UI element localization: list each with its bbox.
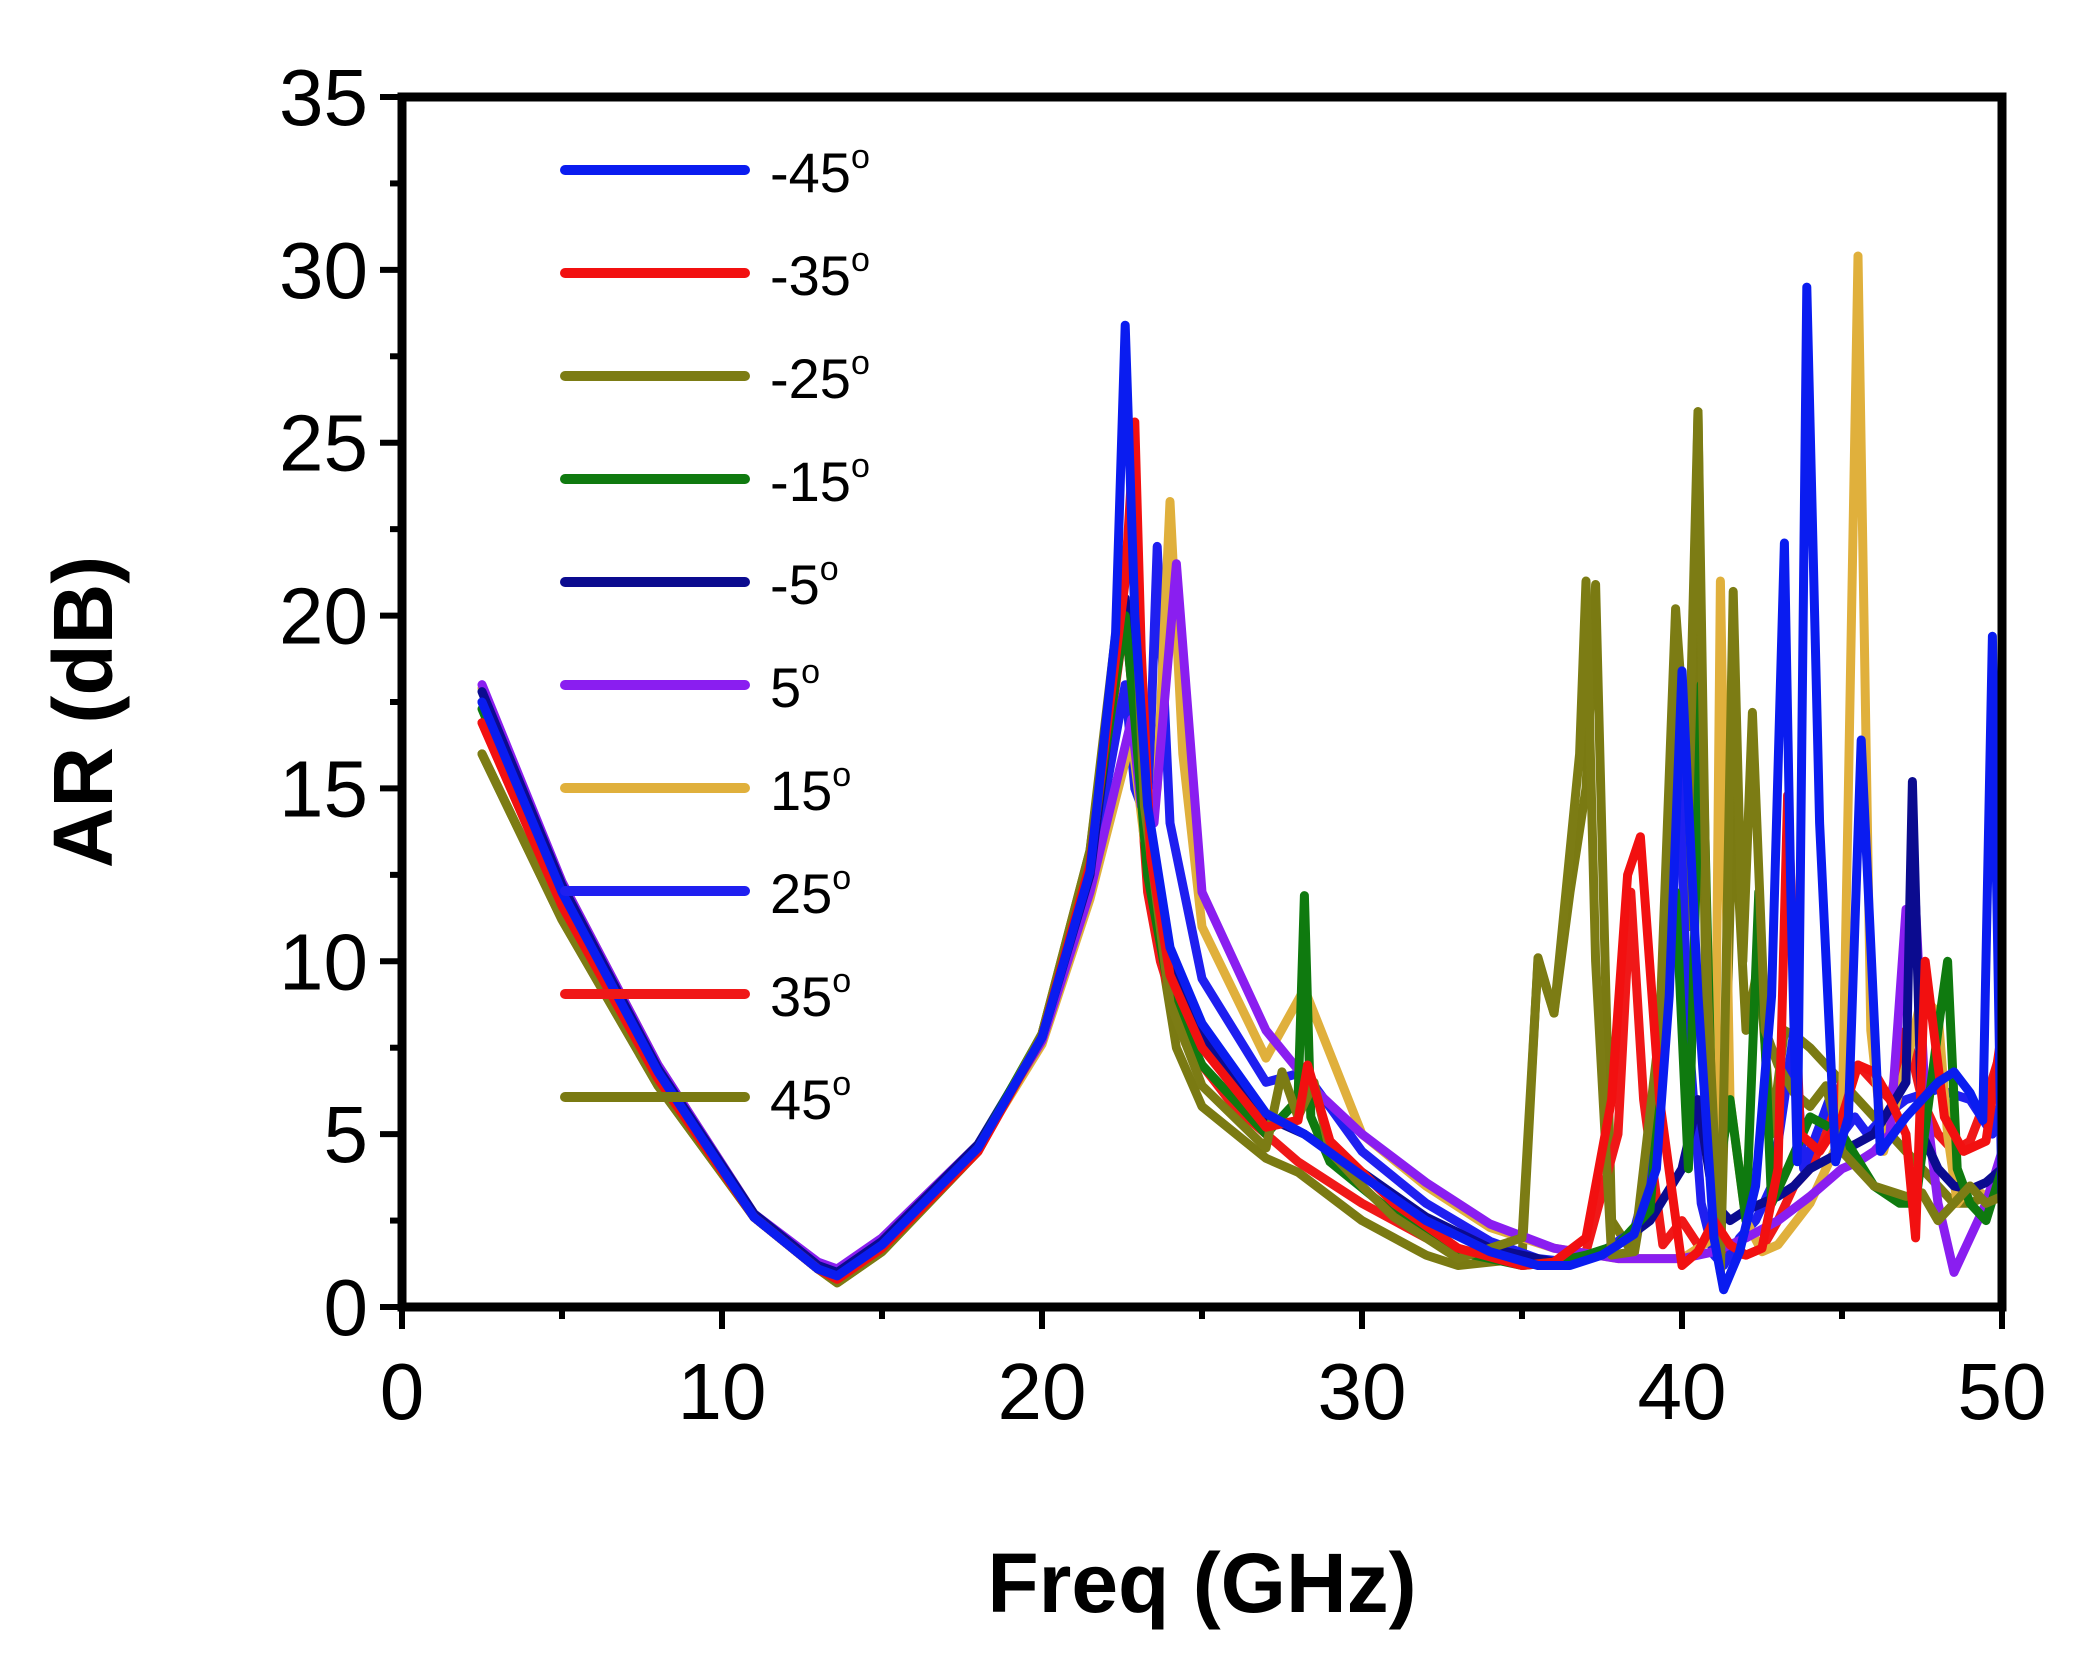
x-tick-label: 10 <box>678 1347 767 1436</box>
legend-label: -45o <box>770 138 870 204</box>
legend-item-25: 25o <box>560 859 851 925</box>
axis-ticks <box>380 94 2005 1329</box>
legend-item--5: -5o <box>560 550 839 616</box>
y-tick-label: 0 <box>324 1263 369 1352</box>
legend-label: 15o <box>770 756 851 822</box>
y-axis-title: AR (dB) <box>36 556 130 869</box>
series-layer <box>477 251 2002 1295</box>
y-tick-label: 15 <box>279 744 368 833</box>
legend-item-45: 45o <box>560 1065 851 1131</box>
legend-label: -5o <box>770 550 839 616</box>
y-tick-label: 25 <box>279 399 368 488</box>
legend-item-5: 5o <box>560 653 820 719</box>
legend-item--25: -25o <box>560 344 870 410</box>
x-tick-label: 50 <box>1958 1347 2047 1436</box>
x-tick-label: 0 <box>380 1347 425 1436</box>
legend-label: -15o <box>770 447 870 513</box>
x-tick-label: 30 <box>1318 1347 1407 1436</box>
y-tick-label: 30 <box>279 226 368 315</box>
y-tick-label: 20 <box>279 572 368 661</box>
y-tick-label: 10 <box>279 917 368 1006</box>
y-tick-label: 5 <box>324 1090 369 1179</box>
x-axis-title: Freq (GHz) <box>987 1536 1416 1630</box>
x-tick-label: 20 <box>998 1347 1087 1436</box>
legend-label: -35o <box>770 241 870 307</box>
legend-item--45: -45o <box>560 138 870 204</box>
legend: -45o -35o -25o -15o -5o 5o 15o 25o 35o 45o <box>560 138 870 1131</box>
y-tick-label: 35 <box>279 53 368 142</box>
series-line--45 <box>477 282 2002 1295</box>
legend-item--35: -35o <box>560 241 870 307</box>
legend-item-15: 15o <box>560 756 851 822</box>
legend-item-35: 35o <box>560 962 851 1028</box>
x-tick-label: 40 <box>1638 1347 1727 1436</box>
legend-label: 45o <box>770 1065 851 1131</box>
legend-label: 35o <box>770 962 851 1028</box>
legend-label: 25o <box>770 859 851 925</box>
legend-label: -25o <box>770 344 870 410</box>
legend-label: 5o <box>770 653 820 719</box>
tick-labels: 0 10 20 30 40 50 0 5 10 15 20 25 30 35 <box>279 53 2046 1436</box>
legend-item--15: -15o <box>560 447 870 513</box>
